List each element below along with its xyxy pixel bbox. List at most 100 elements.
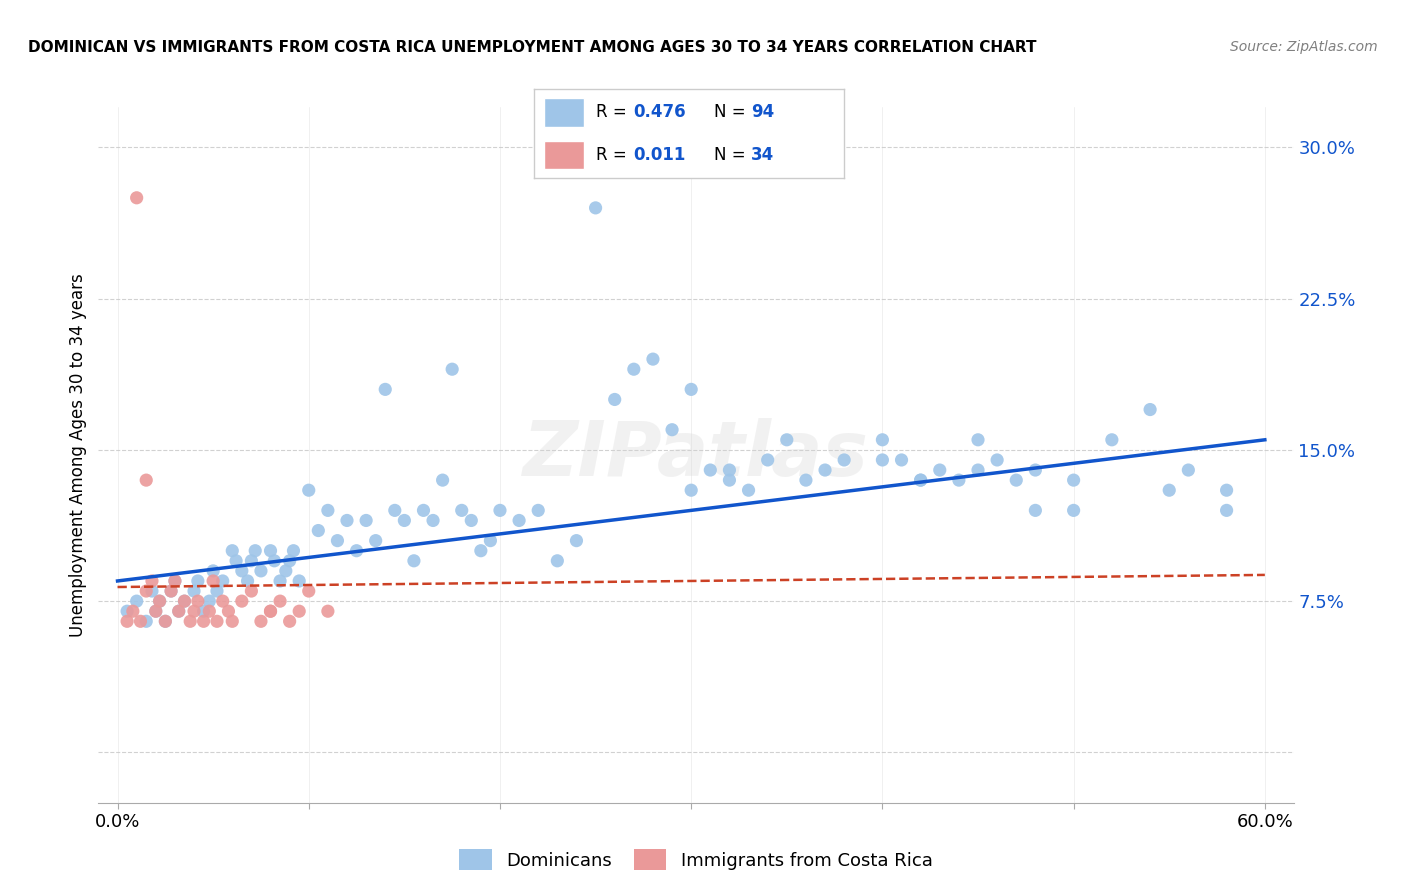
Point [231,564,253,578]
Point [211,574,233,588]
Point [432,473,454,487]
Point [479,533,502,548]
Text: N =: N = [714,103,751,121]
Point [193,604,215,618]
Point [135,615,157,629]
Point [699,463,721,477]
Point [910,473,932,487]
Point [661,423,683,437]
Point [202,574,225,588]
Point [141,574,163,588]
Point [155,615,177,629]
Point [527,503,550,517]
Point [1159,483,1181,498]
Point [250,615,273,629]
Point [441,362,464,376]
Point [288,604,311,618]
Point [603,392,626,407]
Point [115,604,138,618]
Text: 94: 94 [751,103,775,121]
Point [450,503,472,517]
Point [149,594,172,608]
Point [794,473,817,487]
Point [1215,483,1237,498]
Point [737,483,759,498]
Point [211,594,233,608]
Point [250,564,273,578]
Point [179,615,201,629]
Point [776,433,799,447]
Point [565,533,588,548]
Point [259,543,281,558]
Point [221,615,243,629]
Point [163,574,186,588]
Point [1024,463,1046,477]
Point [681,483,703,498]
Point [412,503,434,517]
Point [167,604,190,618]
Point [240,584,263,599]
Point [508,513,530,527]
Point [160,584,183,599]
Point [225,554,247,568]
Point [145,604,167,618]
Text: 0.476: 0.476 [633,103,686,121]
Point [718,463,741,477]
Point [259,604,281,618]
Text: N =: N = [714,146,751,164]
Point [1063,473,1085,487]
Point [681,383,703,397]
Point [832,453,855,467]
Point [1063,503,1085,517]
Point [1215,503,1237,517]
Point [374,383,396,397]
Point [986,453,1008,467]
Point [160,584,183,599]
Point [269,574,291,588]
Point [316,503,339,517]
Point [890,453,912,467]
Point [167,604,190,618]
Point [155,615,177,629]
Point [307,524,329,538]
Point [1024,503,1046,517]
Point [346,543,368,558]
Point [354,513,377,527]
Point [1005,473,1028,487]
Text: 0.011: 0.011 [633,146,686,164]
Point [278,554,301,568]
Point [470,543,492,558]
Point [872,453,894,467]
Point [115,615,138,629]
Point [121,604,143,618]
Point [231,594,253,608]
Point [141,584,163,599]
Point [125,594,148,608]
Text: R =: R = [596,146,633,164]
Point [183,584,205,599]
Point [145,604,167,618]
Point [384,503,406,517]
Point [245,543,267,558]
Point [149,594,172,608]
Text: Source: ZipAtlas.com: Source: ZipAtlas.com [1230,40,1378,54]
Point [283,543,305,558]
Point [288,574,311,588]
Point [422,513,444,527]
Point [326,533,349,548]
Point [460,513,482,527]
Point [364,533,387,548]
Point [872,433,894,447]
Point [489,503,512,517]
Point [135,584,157,599]
Point [298,483,321,498]
Text: 34: 34 [751,146,775,164]
Point [263,554,285,568]
FancyBboxPatch shape [544,98,583,127]
Point [928,463,950,477]
Point [193,615,215,629]
Point [221,543,243,558]
Point [187,594,209,608]
Text: DOMINICAN VS IMMIGRANTS FROM COSTA RICA UNEMPLOYMENT AMONG AGES 30 TO 34 YEARS C: DOMINICAN VS IMMIGRANTS FROM COSTA RICA … [28,40,1036,55]
Point [125,191,148,205]
